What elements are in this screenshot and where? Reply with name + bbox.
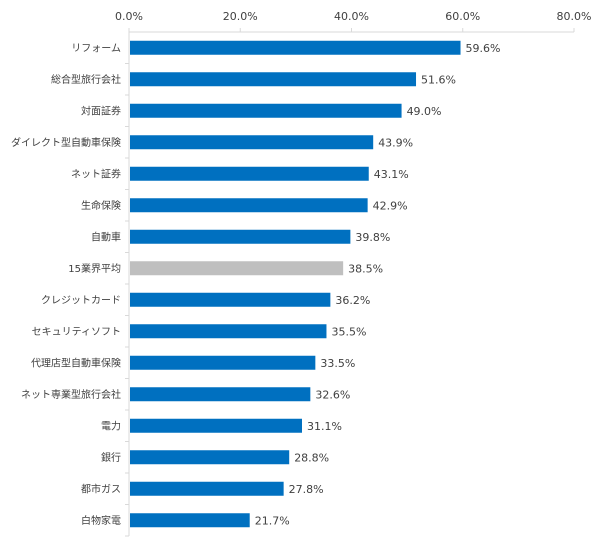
category-label: クレジットカード (41, 294, 121, 306)
bar (130, 324, 327, 339)
category-label: ネット専業型旅行会社 (21, 388, 121, 401)
bar (130, 355, 316, 370)
bar (130, 481, 284, 496)
value-label: 43.1% (374, 168, 409, 181)
x-tick-label: 40.0% (334, 10, 369, 23)
category-label: 電力 (101, 419, 121, 432)
value-label: 32.6% (315, 388, 350, 401)
x-tick-label: 0.0% (115, 10, 143, 23)
bar (130, 166, 369, 181)
value-label: 27.8% (289, 483, 324, 496)
value-label: 28.8% (294, 451, 329, 464)
bar-average (130, 261, 344, 276)
value-label: 21.7% (255, 514, 290, 527)
value-label: 59.6% (466, 42, 501, 55)
value-label: 38.5% (348, 262, 383, 275)
category-label: 15業界平均 (68, 262, 121, 275)
value-label: 51.6% (421, 73, 456, 86)
value-label: 33.5% (320, 357, 355, 370)
x-tick-label: 60.0% (445, 10, 480, 23)
value-label: 39.8% (355, 231, 390, 244)
category-label: セキュリティソフト (32, 326, 121, 338)
bar (130, 135, 374, 150)
value-label: 43.9% (378, 136, 413, 149)
x-tick-label: 20.0% (223, 10, 258, 23)
value-label: 36.2% (335, 294, 370, 307)
category-label: ネット証券 (71, 167, 121, 180)
category-label: 白物家電 (81, 514, 121, 527)
category-label: 総合型旅行会社 (51, 73, 121, 86)
category-label: ダイレクト型自動車保険 (11, 136, 121, 149)
bar (130, 72, 417, 87)
category-label: 対面証券 (81, 104, 121, 117)
category-label: リフォーム (71, 42, 121, 54)
value-label: 49.0% (407, 105, 442, 118)
value-label: 42.9% (373, 199, 408, 212)
category-label: 銀行 (101, 451, 121, 464)
category-label: 代理店型自動車保険 (31, 356, 121, 369)
value-label: 31.1% (307, 420, 342, 433)
bar (130, 229, 351, 244)
bar (130, 387, 311, 402)
bar (130, 40, 461, 55)
bar (130, 103, 402, 118)
bar (130, 513, 250, 528)
bar (130, 450, 290, 465)
bar (130, 198, 368, 213)
value-label: 35.5% (331, 325, 366, 338)
x-tick-label: 80.0% (557, 10, 592, 23)
bar (130, 292, 331, 307)
category-label: 生命保険 (81, 199, 121, 212)
category-label: 自動車 (91, 230, 121, 243)
bar (130, 418, 302, 433)
category-label: 都市ガス (81, 482, 121, 495)
